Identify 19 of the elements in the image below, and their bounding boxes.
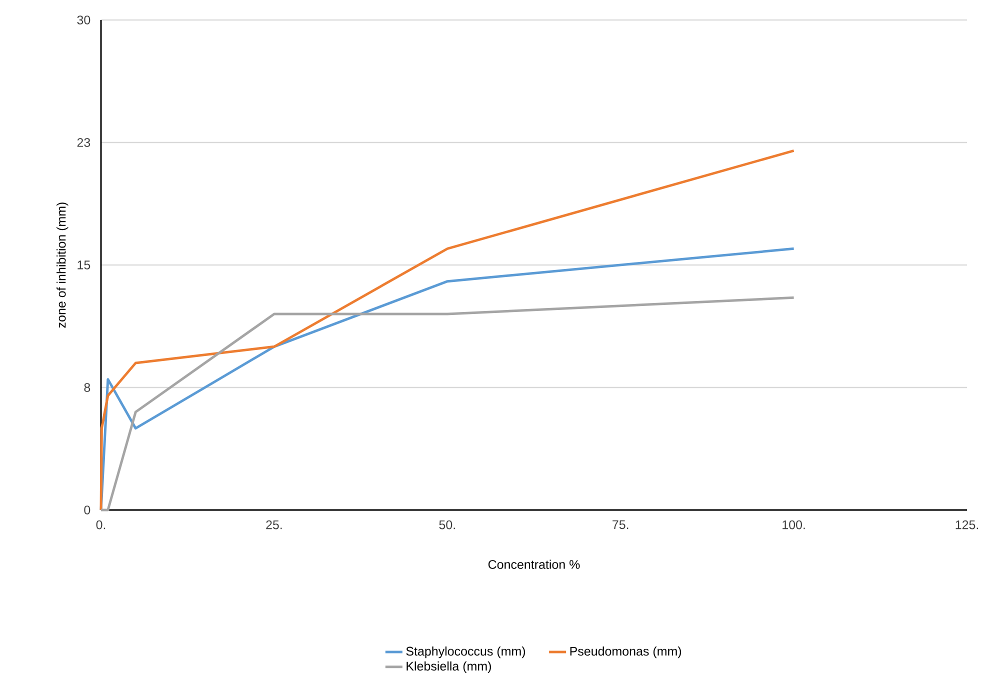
y-tick-label: 8: [84, 383, 90, 392]
x-tick-label: 125.: [956, 520, 978, 530]
line-series: [100, 247, 796, 512]
y-tick-label: 30: [77, 16, 90, 24]
legend-label: Klebsiella (mm): [406, 661, 491, 674]
legend-label: Pseudomonas (mm): [570, 646, 682, 658]
line-series: [100, 149, 796, 512]
legend-label: Staphylococcus (mm): [406, 646, 526, 658]
x-tick-label: 100.: [782, 520, 805, 530]
y-tick-label: 0: [84, 506, 90, 514]
x-axis-title: Concentration %: [488, 560, 580, 569]
x-tick-label: 0.: [96, 520, 106, 530]
x-tick-label: 75.: [612, 520, 628, 530]
y-axis-title: zone of inhibition (mm): [56, 202, 68, 328]
line-series: [100, 296, 796, 512]
x-tick-label: 50.: [439, 520, 455, 530]
y-tick-label: 15: [78, 260, 90, 270]
x-tick-label: 25.: [266, 520, 282, 530]
y-tick-label: 23: [77, 138, 90, 147]
